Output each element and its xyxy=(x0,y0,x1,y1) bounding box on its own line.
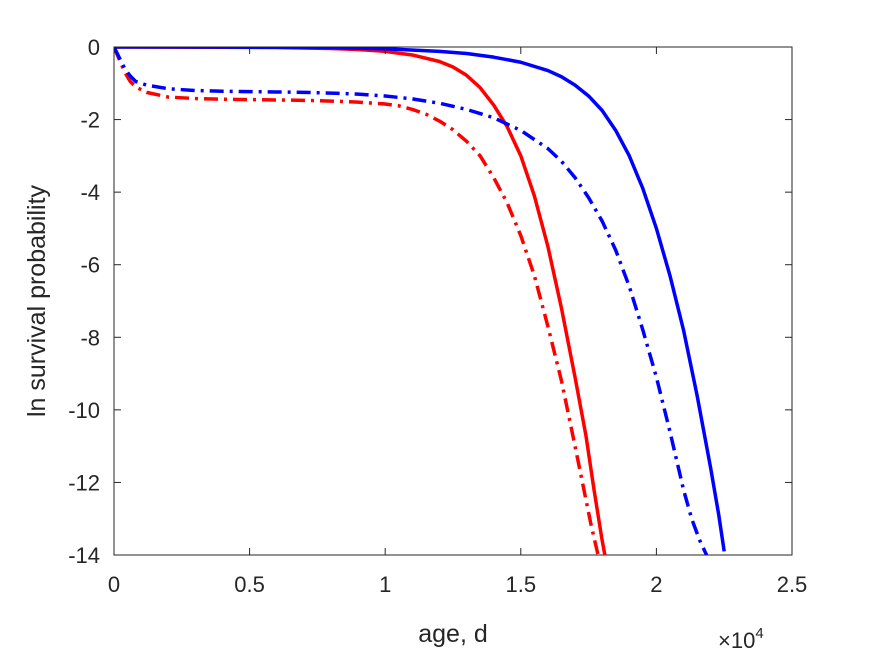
y-tick-label: -14 xyxy=(68,543,100,568)
x-exponent-power: 4 xyxy=(755,625,763,642)
x-axis-label: age, d xyxy=(418,620,488,648)
y-tick-label: -8 xyxy=(80,325,100,350)
x-tick-label: 2 xyxy=(650,572,662,597)
axes-layer: 0 0.5 1 1.5 2 2.5 0 -2 -4 -6 -8 -10 -12 -14 xyxy=(68,35,807,597)
x-tick-label: 1.5 xyxy=(506,572,537,597)
x-tick-label: 2.5 xyxy=(777,572,808,597)
y-tick-label: 0 xyxy=(88,35,100,60)
x-exponent-label: ×104 xyxy=(718,625,764,653)
series-line-4 xyxy=(114,47,709,555)
series-line-3 xyxy=(114,47,726,552)
y-tick-label: -12 xyxy=(68,470,100,495)
plot-area xyxy=(113,46,793,556)
y-tick-label: -6 xyxy=(80,253,100,278)
x-tick-label: 0.5 xyxy=(234,572,265,597)
series-layer xyxy=(114,47,726,555)
series-line-2 xyxy=(114,47,600,555)
y-tick-label: -2 xyxy=(80,108,100,133)
y-axis-label: ln survival probability xyxy=(23,184,51,417)
y-tick-label: -10 xyxy=(68,398,100,423)
x-exponent-base: ×10 xyxy=(718,628,755,653)
x-tick-label: 1 xyxy=(379,572,391,597)
y-tick-label: -4 xyxy=(80,180,100,205)
x-tick-label: 0 xyxy=(108,572,120,597)
